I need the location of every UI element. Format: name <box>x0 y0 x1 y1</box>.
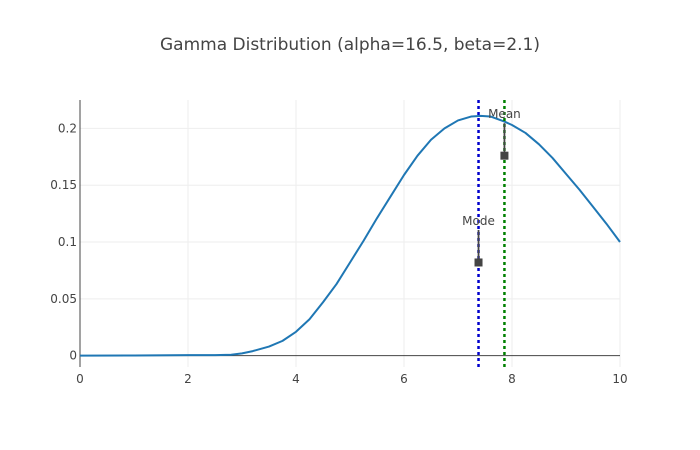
density-curve <box>79 114 621 357</box>
y-tick-label: 0.1 <box>58 235 77 249</box>
annotations: Mode Mean <box>462 107 521 267</box>
tick-labels: 0 2 4 6 8 10 0 0.05 0.1 0.15 0.2 <box>50 121 627 386</box>
y-tick-label: 0 <box>69 349 77 363</box>
y-tick-label: 0.05 <box>50 292 77 306</box>
y-tick-label: 0.15 <box>50 178 77 192</box>
mean-marker <box>500 151 509 160</box>
grid-lines <box>80 100 621 367</box>
x-tick-label: 8 <box>508 372 516 386</box>
x-tick-label: 6 <box>400 372 408 386</box>
axes <box>79 100 620 367</box>
x-tick-label: 0 <box>76 372 84 386</box>
chart-title: Gamma Distribution (alpha=16.5, beta=2.1… <box>160 35 540 55</box>
x-tick-label: 4 <box>292 372 300 386</box>
x-tick-label: 10 <box>612 372 627 386</box>
mode-label: Mode <box>462 214 495 228</box>
x-tick-label: 2 <box>184 372 192 386</box>
plot-series <box>79 114 621 357</box>
y-tick-label: 0.2 <box>58 121 77 135</box>
mode-marker <box>474 258 483 267</box>
reference-lines <box>477 100 506 367</box>
mean-label: Mean <box>488 107 521 121</box>
